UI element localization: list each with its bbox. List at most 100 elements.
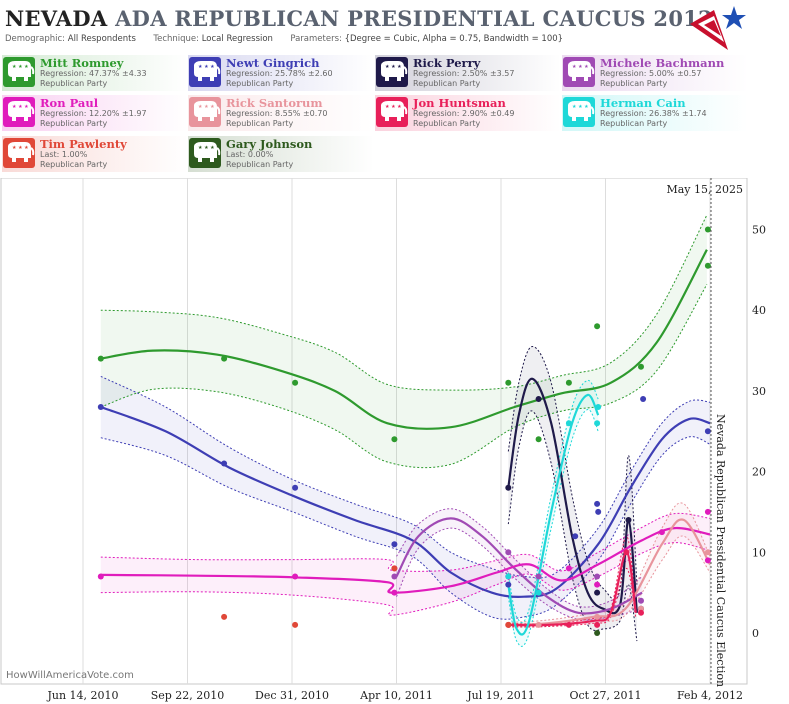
y-tick-label: 30 — [752, 385, 766, 398]
trend-line-rick-perry — [507, 377, 638, 615]
legend-name: Mitt Romney — [40, 56, 124, 70]
elephant-icon: ★ ★ ★ — [376, 97, 408, 127]
legend-stat: Last: 0.00% — [226, 150, 274, 159]
svg-text:★ ★ ★: ★ ★ ★ — [12, 145, 29, 151]
elephant-icon: ★ ★ ★ — [563, 97, 595, 127]
poll-point-mitt-romney — [505, 379, 512, 386]
poll-point-mitt-romney — [594, 323, 601, 330]
x-tick-label: Dec 31, 2010 — [255, 689, 329, 702]
chart-title: NEVADA ADA REPUBLICAN PRESIDENTIAL CAUCU… — [5, 6, 713, 31]
poll-point-herman-cain — [535, 589, 542, 596]
legend-party: Republican Party — [600, 79, 668, 88]
y-tick-label: 40 — [752, 304, 766, 317]
poll-point-newt-gingrich — [292, 484, 299, 491]
svg-text:★ ★ ★: ★ ★ ★ — [572, 104, 589, 110]
x-tick-label: Apr 10, 2011 — [359, 689, 433, 702]
poll-point-tim-pawlenty — [221, 613, 228, 620]
technique-value: Local Regression — [201, 34, 273, 44]
svg-text:★ ★ ★: ★ ★ ★ — [385, 104, 402, 110]
poll-point-mitt-romney — [97, 355, 104, 362]
legend-name: Jon Huntsman — [413, 96, 506, 110]
poll-chart: May 15, 2025 Nevada Republican President… — [0, 178, 766, 702]
x-axis-ticks: Jun 14, 2010 Sep 22, 2010 Dec 31, 2010 Apr … — [46, 689, 743, 702]
y-tick-label: 50 — [752, 224, 766, 237]
legend-stat: Regression: 26.38% ±1.74 — [600, 109, 707, 118]
legend-item-herman-cain: ★ ★ ★ Herman Cain Regression: 26.38% ±1.74… — [562, 95, 748, 131]
svg-text:★ ★ ★: ★ ★ ★ — [572, 64, 589, 70]
poll-point-newt-gingrich — [640, 396, 647, 402]
elephant-icon: ★ ★ ★ — [3, 138, 35, 168]
legend-item-rick-perry: ★ ★ ★ Rick Perry Regression: 2.50% ±3.57 Re… — [375, 55, 561, 91]
demographic-value: All Respondents — [67, 34, 136, 44]
trend-line-newt-gingrich — [100, 405, 711, 599]
poll-point-herman-cain — [505, 573, 512, 580]
poll-point-mitt-romney — [292, 379, 299, 386]
legend-name: Michele Bachmann — [600, 56, 725, 70]
band-rick-perry — [508, 346, 637, 642]
legend-party: Republican Party — [226, 79, 294, 88]
poll-point-newt-gingrich — [704, 428, 711, 435]
band-herman-cain — [508, 380, 599, 647]
poll-point-michele-bachmann — [535, 573, 542, 580]
y-tick-label: 20 — [752, 466, 766, 479]
band-lower-ron-paul — [100, 542, 711, 616]
technique-label: Technique: — [153, 34, 200, 44]
confidence-bounds — [100, 214, 711, 647]
poll-point-mitt-romney — [638, 363, 644, 370]
poll-point-rick-perry — [594, 589, 601, 596]
x-tick-label: Sep 22, 2010 — [151, 689, 225, 702]
event-label: Nevada Republican Presidential Caucus El… — [714, 414, 727, 687]
legend-name: Rick Santorum — [226, 96, 323, 110]
poll-points — [97, 226, 711, 636]
poll-point-mitt-romney — [221, 355, 228, 362]
poll-point-newt-gingrich — [595, 508, 602, 515]
legend-item-ron-paul: ★ ★ ★ Ron Paul Regression: 12.20% ±1.97 Rep… — [2, 95, 188, 131]
poll-point-newt-gingrich — [221, 460, 228, 467]
parameters-label: Parameters: — [290, 34, 342, 44]
x-tick-label: Feb 4, 2012 — [677, 689, 743, 702]
elephant-icon: ★ ★ ★ — [189, 57, 221, 87]
poll-point-mitt-romney — [704, 226, 711, 233]
band-upper-ron-paul — [100, 512, 711, 572]
poll-point-ron-paul — [704, 557, 711, 564]
legend-item-newt-gingrich: ★ ★ ★ Newt Gingrich Regression: 25.78% ±2.… — [188, 55, 374, 91]
vertical-gridlines — [82, 178, 711, 684]
poll-point-mitt-romney — [391, 436, 398, 443]
poll-point-ron-paul — [594, 581, 601, 588]
band-lower-herman-cain — [507, 409, 599, 647]
plot-frame — [0, 178, 748, 685]
poll-point-jon-huntsman — [565, 621, 572, 628]
parameters-line: Demographic: All Respondents Technique: … — [5, 34, 563, 44]
poll-point-tim-pawlenty — [505, 621, 512, 628]
poll-point-rick-santorum — [704, 549, 711, 556]
svg-text:★ ★ ★: ★ ★ ★ — [12, 104, 29, 110]
band-lower-newt-gingrich — [100, 436, 711, 620]
svg-text:★ ★ ★: ★ ★ ★ — [198, 64, 215, 70]
legend-party: Republican Party — [40, 160, 108, 169]
trend-line-michele-bachmann — [395, 517, 643, 615]
legend-party: Republican Party — [40, 79, 108, 88]
demographic-label: Demographic: — [5, 34, 66, 44]
current-date-label: May 15, 2025 — [666, 183, 743, 196]
band-upper-mitt-romney — [100, 214, 708, 391]
legend-name: Rick Perry — [413, 56, 481, 70]
poll-point-ron-paul — [704, 508, 711, 515]
elephant-icon: ★ ★ ★ — [563, 57, 595, 87]
legend-item-michele-bachmann: ★ ★ ★ Michele Bachmann Regression: 5.00% ±… — [562, 55, 748, 91]
poll-point-tim-pawlenty — [391, 565, 398, 572]
poll-point-ron-paul — [292, 573, 299, 580]
band-ron-paul — [100, 513, 711, 616]
poll-point-herman-cain — [595, 404, 602, 410]
legend-item-tim-pawlenty: ★ ★ ★ Tim Pawlenty Last: 1.00% Republican P… — [2, 136, 188, 172]
legend-party: Republican Party — [413, 79, 481, 88]
legend-name: Ron Paul — [40, 96, 99, 110]
poll-point-newt-gingrich — [391, 541, 398, 548]
poll-point-herman-cain — [594, 420, 601, 427]
title-rest: ADA REPUBLICAN PRESIDENTIAL CAUCUS 2012 — [115, 6, 714, 31]
legend-stat: Regression: 5.00% ±0.57 — [600, 69, 702, 78]
legend-stat: Regression: 47.37% ±4.33 — [40, 69, 147, 78]
poll-point-jon-huntsman — [623, 549, 630, 556]
legend-stat: Regression: 2.50% ±3.57 — [413, 69, 515, 78]
parameters-value: {Degree = Cubic, Alpha = 0.75, Bandwidth… — [344, 34, 564, 44]
band-lower-mitt-romney — [100, 284, 708, 469]
